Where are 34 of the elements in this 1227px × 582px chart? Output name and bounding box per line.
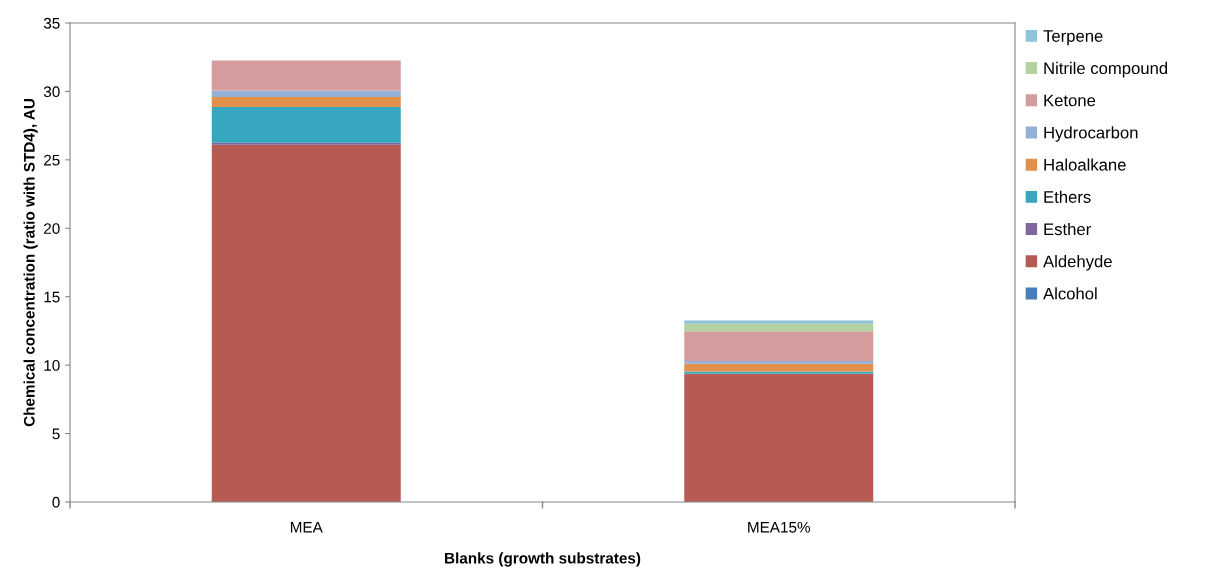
y-tick-label: 35 bbox=[43, 17, 60, 29]
bar bbox=[211, 144, 401, 502]
bar bbox=[684, 331, 874, 361]
bar bbox=[684, 320, 874, 324]
y-tick-label: 15 bbox=[44, 291, 60, 303]
bar bbox=[684, 360, 874, 364]
bar bbox=[684, 323, 874, 332]
legend-label: Ketone bbox=[1044, 94, 1096, 107]
y-tick-label: 30 bbox=[43, 86, 60, 98]
bar bbox=[211, 60, 401, 91]
x-axis-title: Blanks (growth substrates) bbox=[445, 552, 641, 567]
legend-label: Haloalkane bbox=[1044, 158, 1126, 171]
legend-label: Esther bbox=[1044, 222, 1091, 236]
y-axis-title: Chemical concentration (ratio with STD4), AU bbox=[23, 99, 38, 427]
y-tick-label: 5 bbox=[52, 428, 60, 440]
legend-label: Terpene bbox=[1043, 30, 1103, 46]
bar bbox=[684, 363, 874, 372]
y-tick-label: 25 bbox=[44, 154, 60, 166]
y-tick-label: 0 bbox=[52, 496, 60, 508]
y-tick-label: 10 bbox=[44, 360, 60, 371]
x-tick-label: MEA bbox=[290, 522, 323, 533]
bar bbox=[211, 106, 401, 143]
legend-label: Ethers bbox=[1044, 190, 1091, 203]
bar bbox=[211, 97, 401, 107]
bar bbox=[684, 373, 874, 502]
bar bbox=[211, 142, 401, 145]
legend-label: Nitrile compound bbox=[1044, 61, 1168, 78]
bar bbox=[684, 371, 874, 374]
legend-label: Alcohol bbox=[1043, 287, 1097, 300]
y-tick-label: 20 bbox=[44, 223, 60, 234]
bar bbox=[211, 90, 401, 98]
legend-label: Aldehyde bbox=[1043, 255, 1112, 271]
x-tick-label: MEA15% bbox=[748, 521, 811, 533]
legend-label: Hydrocarbon bbox=[1044, 126, 1138, 142]
